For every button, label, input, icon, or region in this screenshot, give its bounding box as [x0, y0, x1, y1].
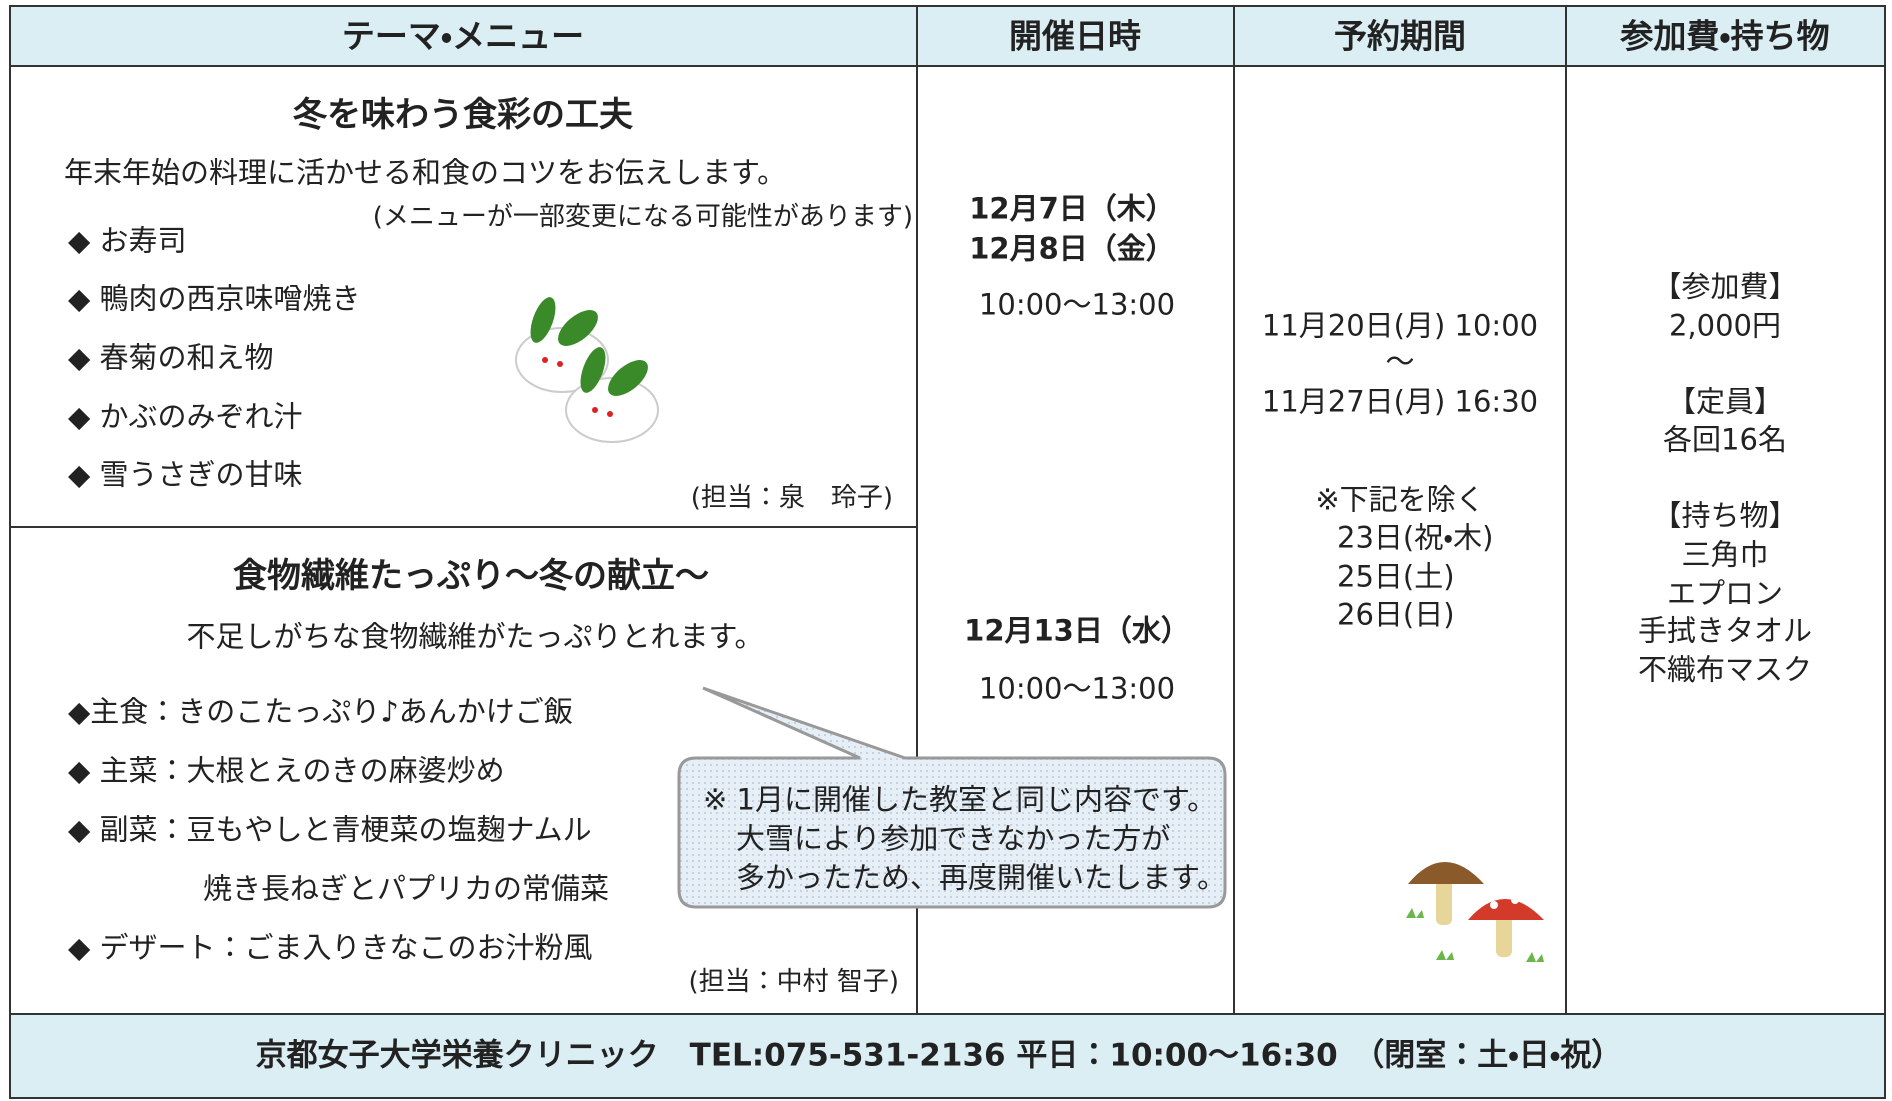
session-title: 食物繊維たっぷり～冬の献立～: [233, 556, 709, 596]
reservation-end: 11月27日(月) 16:30: [1261, 384, 1539, 419]
rabbit-illustration: [515, 297, 659, 443]
exclusion-date: 23日(祝・木): [1337, 520, 1494, 555]
staff: (担当：中村 智子): [688, 967, 899, 997]
header-cell: テーマ・メニュー: [341, 16, 585, 56]
menu-item: ◆ お寿司: [68, 223, 187, 258]
reservation-start: 11月20日(月) 10:00: [1261, 308, 1539, 343]
staff: (担当：泉 玲子): [690, 483, 893, 513]
menu-item: ◆ 主菜：大根とえのきの麻婆炒め: [68, 753, 505, 788]
menu-item: ◆ デザート：ごま入りきなこのお汁粉風: [68, 930, 593, 965]
callout-bubble: [677, 686, 1227, 909]
header-cell: 予約期間: [1334, 16, 1466, 56]
menu-item: ◆ かぶのみぞれ汁: [68, 399, 303, 434]
session-note: (メニューが一部変更になる可能性があります): [372, 202, 913, 232]
fee-label: 【持ち物】: [1652, 498, 1798, 533]
fee-item: 各回16名: [1663, 422, 1787, 457]
menu-item: ◆主食：きのこたっぷり♪あんかけご飯: [68, 694, 573, 729]
session-date: 12月13日（水）: [964, 613, 1190, 648]
fee-item: 手拭きタオル: [1637, 613, 1813, 648]
exclusion-date: 25日(土): [1337, 559, 1455, 594]
fee-item: 三角巾: [1681, 537, 1769, 572]
callout-text: ※ 1月に開催した教室と同じ内容です。: [703, 782, 1217, 817]
fee-item: エプロン: [1666, 576, 1784, 611]
menu-item: ◆ 鴨肉の西京味噌焼き: [68, 281, 361, 316]
menu-item: ◆ 春菊の和え物: [68, 340, 274, 375]
session-date: 12月7日（木）: [969, 191, 1175, 226]
fee-item: 不織布マスク: [1637, 652, 1813, 687]
session-time: 10:00～13:00: [978, 287, 1176, 322]
menu-item: 焼き長ねぎとパプリカの常備菜: [203, 871, 610, 906]
fee-label: 【定員】: [1666, 384, 1784, 419]
header-cell: 開催日時: [1009, 16, 1141, 56]
fee-label: 【参加費】: [1652, 269, 1798, 304]
mushroom-illustration: [1406, 862, 1544, 962]
menu-item: ◆ 副菜：豆もやしと青梗菜の塩麹ナムル: [68, 812, 592, 847]
session-description: 年末年始の料理に活かせる和食のコツをお伝えします。: [64, 155, 787, 190]
exclusion-title: ※下記を除く: [1315, 482, 1485, 517]
reservation-separator: ～: [1385, 344, 1415, 379]
menu-item: ◆ 雪うさぎの甘味: [68, 457, 303, 492]
session-date: 12月8日（金）: [969, 231, 1175, 266]
callout-text: 大雪により参加できなかった方が: [736, 821, 1171, 856]
header-cell: 参加費・持ち物: [1620, 16, 1830, 56]
exclusion-date: 26日(日): [1337, 597, 1455, 632]
callout-text: 多かったため、再度開催いたします。: [736, 860, 1227, 895]
session-title: 冬を味わう食彩の工夫: [293, 95, 633, 135]
session-description: 不足しがちな食物繊維がたっぷりとれます。: [186, 619, 764, 654]
fee-item: 2,000円: [1668, 308, 1782, 343]
session-time: 10:00～13:00: [978, 671, 1176, 706]
footer: 京都女子大学栄養クリニック TEL:075-531-2136 平日：10:00～…: [255, 1037, 1623, 1074]
